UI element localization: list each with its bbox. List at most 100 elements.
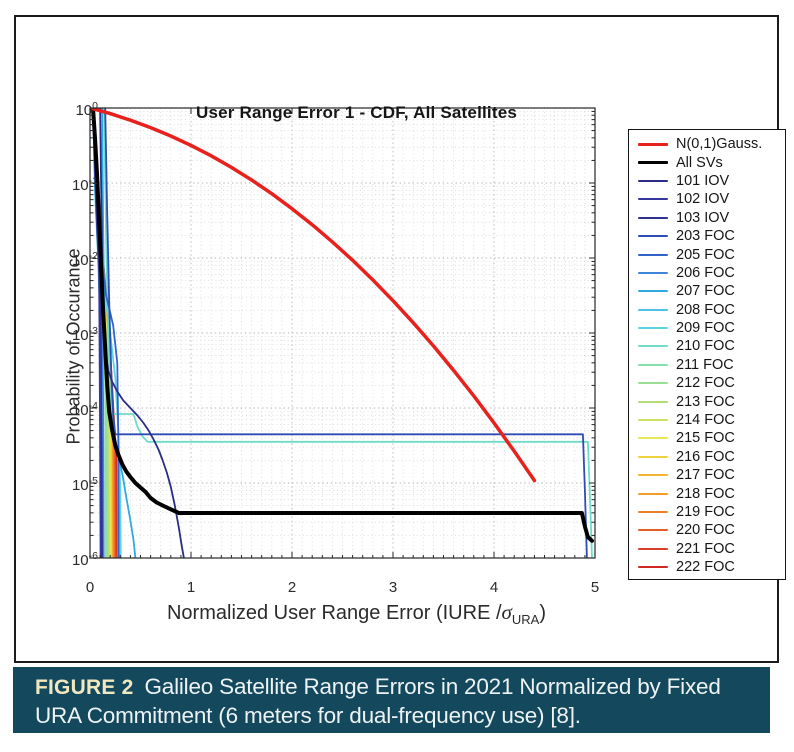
legend-line-swatch (638, 179, 668, 182)
legend-label: 102 IOV (676, 191, 730, 208)
major-grid (90, 108, 595, 558)
legend-line-swatch (638, 400, 668, 403)
legend-item-101-iov: 101 IOV (638, 172, 785, 190)
legend-item-205-foc: 205 FOC (638, 245, 785, 263)
legend-line-swatch (638, 198, 668, 201)
y-tick-label-10e-3: 10-3 (71, 325, 98, 344)
legend-item-210-foc: 210 FOC (638, 337, 785, 355)
y-tick-label-10e-5: 10-5 (71, 475, 98, 494)
legend-label: 213 FOC (676, 393, 735, 410)
cdf-plot-svg (89, 107, 596, 559)
legend-line-swatch (638, 529, 668, 532)
x-tick-label-0: 0 (85, 579, 95, 596)
legend-item-203-foc: 203 FOC (638, 227, 785, 245)
legend-item-214-foc: 214 FOC (638, 411, 785, 429)
minor-grid (90, 108, 595, 558)
legend-item-n-0-1-gauss-: N(0,1)Gauss. (638, 135, 785, 153)
series-102-iov (92, 108, 102, 558)
x-tick-label-4: 4 (489, 579, 499, 596)
legend-item-221-foc: 221 FOC (638, 540, 785, 558)
x-tick-label-2: 2 (287, 579, 297, 596)
legend-item-209-foc: 209 FOC (638, 319, 785, 337)
legend-item-207-foc: 207 FOC (638, 282, 785, 300)
legend-line-swatch (638, 455, 668, 458)
series-group (90, 108, 594, 558)
legend-line-swatch (638, 363, 668, 366)
legend-item-212-foc: 212 FOC (638, 374, 785, 392)
legend-item-219-foc: 219 FOC (638, 503, 785, 521)
ura-subscript: URA (511, 612, 540, 627)
legend-label: 209 FOC (676, 320, 735, 337)
chart-legend: N(0,1)Gauss. All SVs 101 IOV 102 IOV 103 IOV… (628, 129, 786, 580)
legend-line-swatch (638, 474, 668, 477)
legend-label: 206 FOC (676, 264, 735, 281)
legend-label: 210 FOC (676, 338, 735, 355)
y-tick-label-10e-1: 10-1 (71, 175, 98, 194)
legend-label: 220 FOC (676, 522, 735, 539)
legend-label: 219 FOC (676, 504, 735, 520)
legend-line-swatch (638, 566, 668, 569)
legend-item-215-foc: 215 FOC (638, 429, 785, 447)
legend-label: 215 FOC (676, 430, 735, 447)
legend-item-103-iov: 103 IOV (638, 209, 785, 227)
y-tick-label-10e-4: 10-4 (71, 400, 98, 419)
x-axis-label-suffix: ) (539, 602, 546, 624)
legend-line-swatch (638, 492, 668, 495)
series-203-foc (104, 108, 588, 558)
legend-item-216-foc: 216 FOC (638, 448, 785, 466)
figure-frame: User Range Error 1 - CDF, All Satellites… (14, 15, 786, 663)
legend-line-swatch (638, 419, 668, 422)
legend-label: 221 FOC (676, 540, 735, 557)
legend-line-swatch (638, 235, 668, 238)
legend-line-swatch (638, 253, 668, 256)
legend-label: 218 FOC (676, 485, 735, 502)
legend-label: 217 FOC (676, 467, 735, 484)
legend-line-swatch (638, 160, 668, 165)
legend-label: 205 FOC (676, 246, 735, 263)
legend-line-swatch (638, 142, 668, 146)
legend-label: 214 FOC (676, 412, 735, 429)
y-tick-label-10e-2: 10-2 (71, 250, 98, 269)
series-all-svs (91, 108, 594, 543)
legend-line-swatch (638, 216, 668, 219)
legend-item-211-foc: 211 FOC (638, 356, 785, 374)
y-tick-label-10e-6: 10-6 (71, 550, 98, 569)
legend-line-swatch (638, 382, 668, 385)
figure-number-label: FIGURE 2 (35, 676, 134, 699)
x-axis-label: Normalized User Range Error (IURE /σURA) (104, 600, 609, 627)
legend-item-218-foc: 218 FOC (638, 484, 785, 502)
legend-item-222-foc: 222 FOC (638, 558, 785, 576)
x-tick-label-1: 1 (186, 579, 196, 596)
legend-label: 208 FOC (676, 301, 735, 318)
legend-label: 211 FOC (676, 356, 734, 373)
legend-label: 222 FOC (676, 559, 735, 576)
legend-item-208-foc: 208 FOC (638, 301, 785, 319)
legend-label: 216 FOC (676, 448, 735, 465)
legend-label: N(0,1)Gauss. (676, 136, 763, 153)
legend-line-swatch (638, 345, 668, 348)
legend-label: 212 FOC (676, 375, 735, 392)
legend-line-swatch (638, 271, 668, 274)
legend-label: 207 FOC (676, 283, 735, 300)
legend-item-102-iov: 102 IOV (638, 190, 785, 208)
series-n-0-1-gauss- (90, 108, 537, 483)
legend-item-217-foc: 217 FOC (638, 466, 785, 484)
figure-caption-text: Galileo Satellite Range Errors in 2021 N… (35, 674, 721, 728)
x-tick-label-3: 3 (388, 579, 398, 596)
legend-line-swatch (638, 547, 668, 550)
chart-title: User Range Error 1 - CDF, All Satellites (195, 103, 518, 122)
figure-caption-bar: FIGURE 2 Galileo Satellite Range Errors i… (13, 667, 770, 733)
legend-label: 203 FOC (676, 228, 735, 245)
legend-label: 101 IOV (676, 172, 730, 189)
sigma-symbol: σ (501, 600, 512, 624)
x-axis-label-prefix: Normalized User Range Error (IURE / (166, 602, 502, 624)
legend-item-213-foc: 213 FOC (638, 392, 785, 410)
legend-line-swatch (638, 511, 668, 513)
y-tick-label-10e0: 100 (75, 100, 98, 119)
legend-item-220-foc: 220 FOC (638, 521, 785, 539)
axis-ticks (89, 107, 596, 559)
legend-label: 103 IOV (676, 209, 730, 226)
y-axis-label: Probability of Occurance (63, 248, 84, 445)
legend-line-swatch (638, 308, 668, 311)
